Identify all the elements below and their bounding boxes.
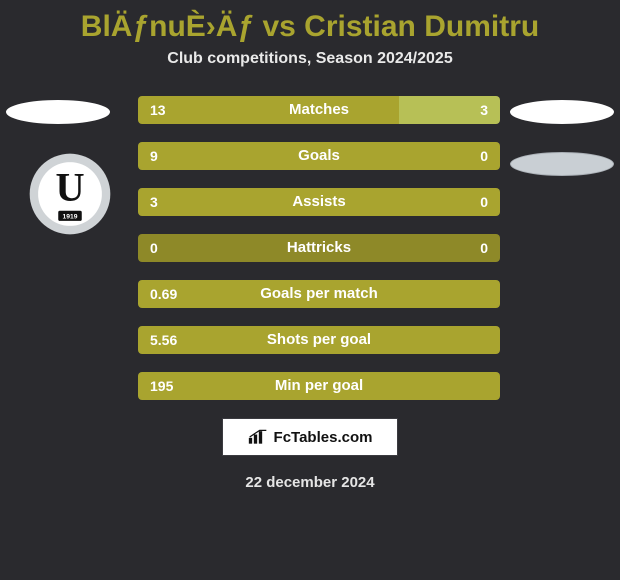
stat-bars: 133Matches 90Goals 30Assists 00Hattricks 0.6… xyxy=(138,86,500,400)
comparison-panel: U 1919 133Matches 90Goals 30Assists 00Hattr… xyxy=(0,86,620,400)
stat-row: 133Matches xyxy=(138,96,500,124)
stat-label: Matches xyxy=(138,96,500,124)
page-title: BlÄƒnuÈ›Äƒ vs Cristian Dumitru xyxy=(0,0,620,50)
stat-row: 195Min per goal xyxy=(138,372,500,400)
stat-row: 5.56Shots per goal xyxy=(138,326,500,354)
stat-row: 90Goals xyxy=(138,142,500,170)
footer-date: 22 december 2024 xyxy=(0,474,620,491)
club-badge-right-placeholder xyxy=(510,152,614,176)
page-subtitle: Club competitions, Season 2024/2025 xyxy=(0,50,620,86)
stat-label: Shots per goal xyxy=(138,326,500,354)
stat-label: Goals xyxy=(138,142,500,170)
brand-text: FcTables.com xyxy=(274,429,373,446)
player-right-oval xyxy=(510,100,614,124)
stat-label: Goals per match xyxy=(138,280,500,308)
svg-text:1919: 1919 xyxy=(63,213,78,220)
stat-row: 30Assists xyxy=(138,188,500,216)
brand-badge: FcTables.com xyxy=(222,418,398,456)
stat-row: 00Hattricks xyxy=(138,234,500,262)
stat-row: 0.69Goals per match xyxy=(138,280,500,308)
player-left-oval xyxy=(6,100,110,124)
shield-u-icon: U 1919 xyxy=(28,152,112,236)
stat-label: Assists xyxy=(138,188,500,216)
bar-chart-icon xyxy=(248,429,268,445)
svg-text:U: U xyxy=(55,165,84,210)
stat-label: Min per goal xyxy=(138,372,500,400)
club-badge-left: U 1919 xyxy=(28,152,112,236)
stat-label: Hattricks xyxy=(138,234,500,262)
